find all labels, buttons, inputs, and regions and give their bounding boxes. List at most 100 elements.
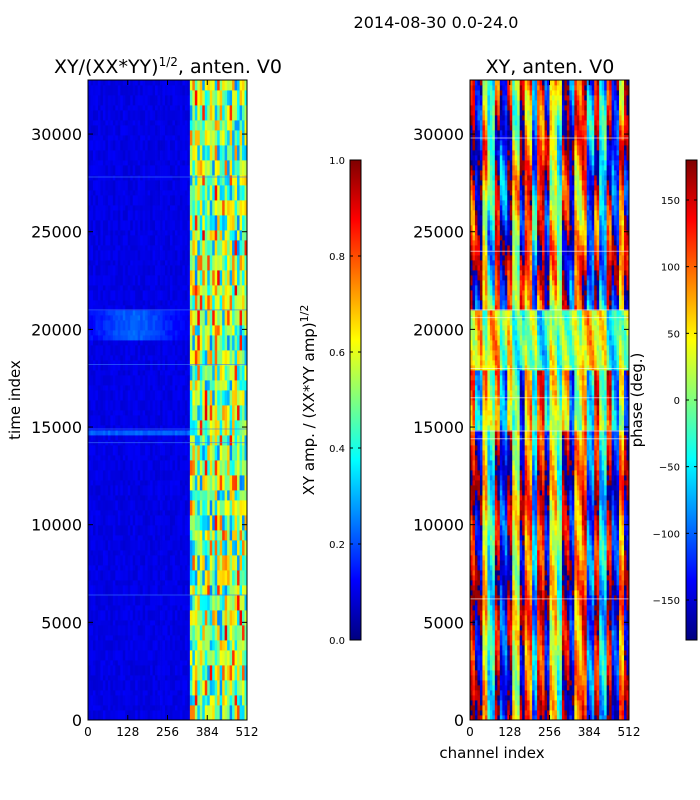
heatmap-cell: [135, 385, 139, 391]
heatmap-cell: [189, 495, 193, 501]
heatmap-cell: [207, 465, 211, 471]
heatmap-cell: [125, 505, 129, 511]
heatmap-cell: [155, 580, 158, 586]
heatmap-cell: [239, 645, 243, 651]
heatmap-cell: [150, 400, 153, 406]
heatmap-cell: [229, 715, 233, 721]
heatmap-cell: [165, 645, 168, 651]
heatmap-cell: [189, 470, 193, 476]
heatmap-cell: [179, 500, 183, 506]
heatmap-cell: [105, 390, 109, 396]
heatmap-cell: [110, 380, 114, 386]
heatmap-cell: [237, 420, 240, 426]
heatmap-cell: [202, 580, 206, 586]
heatmap-cell: [172, 335, 176, 341]
heatmap-cell: [169, 610, 173, 616]
heatmap-cell: [90, 485, 94, 491]
heatmap-cell: [232, 365, 235, 371]
heatmap-cell: [97, 455, 101, 461]
heatmap-cell: [135, 595, 139, 601]
heatmap-cell: [207, 515, 211, 521]
heatmap-cell: [117, 630, 121, 636]
heatmap-cell: [160, 590, 163, 596]
heatmap-cell: [142, 455, 146, 461]
heatmap-cell: [112, 700, 116, 706]
heatmap-cell: [140, 375, 144, 381]
heatmap-cell: [172, 340, 176, 346]
heatmap-cell: [88, 540, 91, 546]
heatmap-cell: [127, 415, 131, 421]
heatmap-cell: [115, 675, 119, 681]
heatmap-cell: [194, 425, 198, 431]
heatmap-cell: [179, 570, 183, 576]
heatmap-cell: [102, 595, 106, 601]
heatmap-cell: [160, 715, 163, 721]
heatmap-cell: [100, 420, 104, 426]
heatmap-cell: [95, 365, 99, 371]
heatmap-cell: [242, 675, 245, 681]
heatmap-cell: [192, 505, 196, 511]
heatmap-cell: [217, 345, 221, 351]
heatmap-cell: [110, 535, 114, 541]
heatmap-cell: [92, 595, 96, 601]
heatmap-cell: [222, 510, 226, 516]
heatmap-cell: [100, 520, 104, 526]
heatmap-cell: [214, 570, 218, 576]
heatmap-cell: [150, 585, 153, 591]
heatmap-cell: [172, 510, 176, 516]
heatmap-cell: [145, 500, 149, 506]
heatmap-cell: [184, 350, 188, 356]
heatmap-cell: [177, 605, 181, 611]
heatmap-cell: [135, 685, 139, 691]
heatmap-cell: [187, 385, 191, 391]
heatmap-cell: [174, 655, 178, 661]
heatmap-cell: [88, 575, 91, 581]
heatmap-cell: [145, 410, 149, 416]
heatmap-cell: [172, 370, 176, 376]
heatmap-cell: [122, 455, 126, 461]
heatmap-cell: [232, 465, 235, 471]
heatmap-cell: [189, 640, 193, 646]
heatmap-cell: [117, 605, 121, 611]
heatmap-cell: [222, 530, 226, 536]
heatmap-cell: [120, 635, 124, 641]
heatmap-cell: [120, 410, 124, 416]
heatmap-cell: [155, 350, 158, 356]
heatmap-cell: [214, 355, 218, 361]
heatmap-cell: [147, 615, 151, 621]
heatmap-cell: [197, 605, 201, 611]
heatmap-cell: [244, 670, 248, 676]
heatmap-cell: [219, 560, 223, 566]
heatmap-cell: [115, 475, 119, 481]
heatmap-cell: [147, 575, 151, 581]
heatmap-cell: [189, 360, 193, 366]
heatmap-cell: [179, 415, 183, 421]
heatmap-cell: [229, 565, 233, 571]
heatmap-cell: [214, 365, 218, 371]
heatmap-cell: [242, 635, 245, 641]
heatmap-cell: [192, 540, 196, 546]
heatmap-cell: [234, 660, 238, 666]
heatmap-cell: [167, 535, 171, 541]
heatmap-cell: [239, 695, 243, 701]
heatmap-cell: [157, 625, 161, 631]
heatmap-cell: [239, 605, 243, 611]
heatmap-cell: [115, 390, 119, 396]
heatmap-cell: [179, 395, 183, 401]
heatmap-cell: [165, 525, 168, 531]
heatmap-cell: [242, 550, 245, 556]
heatmap-cell: [102, 680, 106, 686]
heatmap-cell: [167, 475, 171, 481]
heatmap-cell: [184, 505, 188, 511]
heatmap-cell: [209, 680, 213, 686]
heatmap-cell: [100, 360, 104, 366]
heatmap-cell: [155, 635, 158, 641]
heatmap-cell: [145, 375, 149, 381]
heatmap-cell: [160, 705, 163, 711]
heatmap-cell: [202, 385, 206, 391]
heatmap-cell: [244, 605, 248, 611]
heatmap-cell: [112, 335, 116, 341]
heatmap-cell: [117, 715, 121, 721]
heatmap-cell: [100, 595, 104, 601]
heatmap-cell: [192, 580, 196, 586]
